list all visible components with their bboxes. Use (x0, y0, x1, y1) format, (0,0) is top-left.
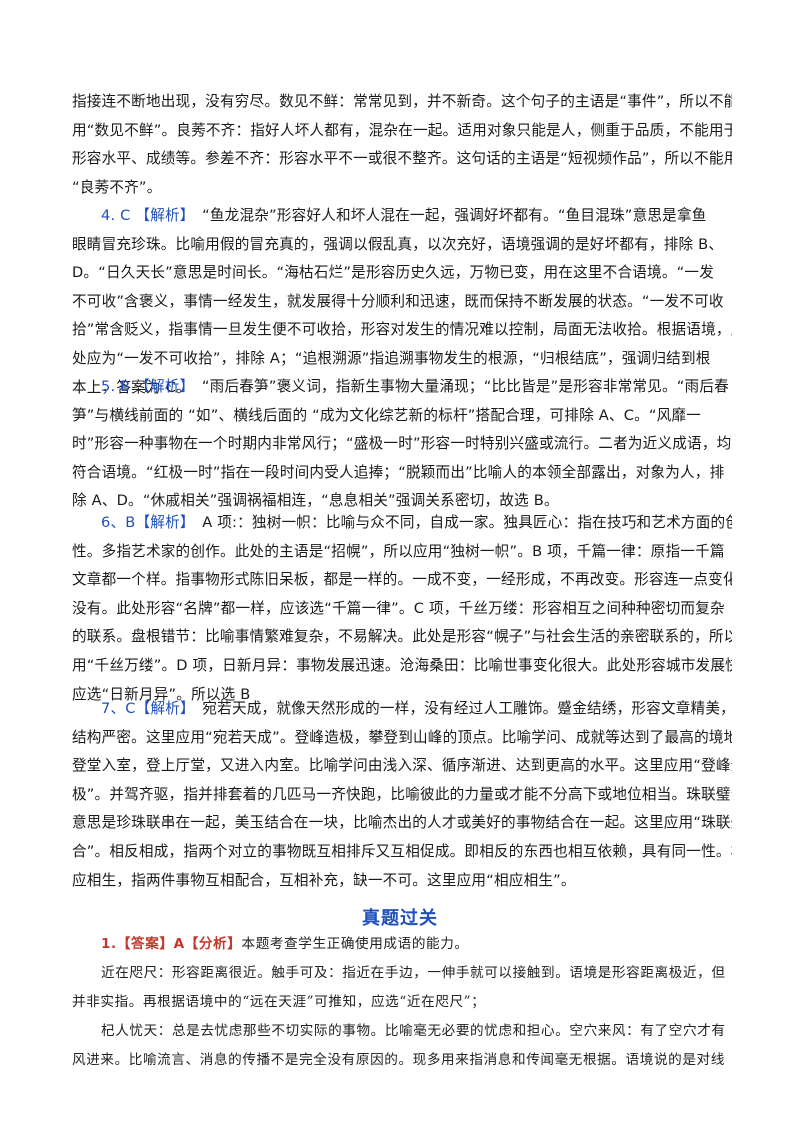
item-text: 宛若天成，就像天然形成的一样，没有经过人工雕饰。蹙金结绣，形容文章精美， (202, 700, 732, 717)
text-line: 拾”常含贬义，指事情一旦发生便不可收拾，形容对发生的情况难以控制，局面无法收拾。… (72, 321, 732, 339)
text-line: 时”形容一种事物在一个时期内非常风行；“盛极一时”形容一时特别兴盛或流行。二者为… (72, 435, 732, 453)
text-line: 不可收”含褒义，事情一经发生，就发展得十分顺利和迅速，既而保持不断发展的状态。“… (72, 292, 724, 310)
item-number: 4. C (101, 207, 131, 224)
text-line: 没有。此处形容“名牌”都一样，应该选“千篇一律”。C 项，千丝万缕：形容相互之间… (72, 599, 725, 617)
item-first-line: 1.【答案】A【分析】本题考查学生正确使用成语的能力。 (72, 930, 732, 959)
text-line: 用“数见不鲜”。良莠不齐：指好人坏人都有，混杂在一起。适用对象只能是人，侧重于品… (72, 121, 732, 139)
item-first-line: 6、B【解析】 A 项:：独树一帜：比喻与众不同，自成一家。独具匠心：指在技巧和… (72, 509, 732, 538)
text-line: 指接连不断地出现，没有穷尽。数见不鲜：常常见到，并不新奇。这个句子的主语是“事件… (72, 93, 732, 110)
text-line: 杞人忧天：总是去忧虑那些不切实际的事物。比喻毫无必要的忧虑和担心。空穴来风：有了… (101, 1023, 726, 1039)
text-line: 近在咫尺：形容距离很近。触手可及：指近在手边，一伸手就可以接触到。语境是形容距离… (101, 965, 726, 981)
text-line: 合”。相反相成，指两个对立的事物既互相排斥又互相促成。即相反的东西也相互依赖，具… (72, 842, 732, 860)
text-line: 风进来。比喻流言、消息的传播不是完全没有原因的。现多用来指消息和传闻毫无根据。语… (72, 1052, 725, 1068)
text-line: 除 A、D。“休戚相关”强调祸福相连，“息息相关”强调关系密切，故选 B。 (72, 492, 559, 510)
text-line: 结构严密。这里应用“宛若天成”。登峰造极，攀登到山峰的顶点。比喻学问、成就等达到… (72, 728, 732, 746)
text-line: 应选“日新月异”。所以选 B (72, 685, 251, 703)
item-number: 5. B (101, 378, 131, 395)
analysis-tag: 【解析】 (135, 514, 188, 531)
text-line: 性。多指艺术家的创作。此处的主语是“招幌”，所以应用“独树一帜”。B 项，千篇一… (72, 542, 725, 560)
item-text: A 项:：独树一帜：比喻与众不同，自成一家。独具匠心：指在技巧和艺术方面的创造 (202, 514, 732, 531)
item-text: “雨后春笋”褒义词，指新生事物大量涌现；“比比皆是”是形容非常常见。“雨后春 (201, 378, 729, 395)
text-line: 眼睛冒充珍珠。比喻用假的冒充真的，强调以假乱真，以次充好，语境强调的是好坏都有，… (72, 235, 724, 253)
analysis-tag: 【解析】 (135, 207, 188, 224)
text-line: “良莠不齐”。 (72, 178, 162, 196)
text-line: 应相生，指两件事物互相配合，互相补充，缺一不可。这里应用“相应相生”。 (72, 871, 576, 889)
text-line: 用“千丝万缕”。D 项，日新月异：事物发展迅速。沧海桑田：比喻世事变化很大。此处… (72, 656, 732, 674)
analysis-tag: 【解析】 (135, 378, 188, 395)
intro-paragraph: 指接连不断地出现，没有穷尽。数见不鲜：常常见到，并不新奇。这个句子的主语是“事件… (72, 88, 732, 202)
text-line: 笋”与横线前面的 “如”、横线后面的 “成为文化综艺新的标杆”搭配合理，可排除 … (72, 406, 702, 424)
text-line: 符合语境。“红极一时”指在一段时间内受人追捧；“脱颖而出”比喻人的本领全部露出，… (72, 463, 725, 481)
text-line: 的联系。盘根错节：比喻事情繁难复杂，不易解决。此处是形容“幌子”与社会生活的亲密… (72, 628, 732, 646)
text-line: 本上，答案为 C。 (72, 378, 191, 396)
item-text: 本题考查学生正确使用成语的能力。 (241, 936, 469, 952)
item-first-line: 4. C 【解析】 “鱼龙混杂”形容好人和坏人混在一起，强调好坏都有。“鱼目混珠… (72, 202, 732, 231)
item-number: 7、C (101, 700, 136, 717)
text-line: D。“日久天长”意思是时间长。“海枯石烂”是形容历史久远，万物已变，用在这里不合… (72, 264, 714, 282)
item-number: 6、B (101, 514, 136, 531)
text-line: 登堂入室，登上厅堂，又进入内室。比喻学问由浅入深、循序渐进、达到更高的水平。这里… (72, 757, 732, 775)
analysis-tag: 【解析】 (135, 700, 188, 717)
text-line: 文章都一个样。指事物形式陈旧呆板，都是一样的。一成不变，一经形成，不再改变。形容… (72, 571, 732, 589)
item-text: “鱼龙混杂”形容好人和坏人混在一起，强调好坏都有。“鱼目混珠”意思是拿鱼 (202, 207, 707, 224)
item-first-line: 7、C【解析】 宛若天成，就像天然形成的一样，没有经过人工雕饰。蹙金结绣，形容文… (72, 695, 732, 724)
text-line: 处应为“一发不可收拾”，排除 A；“追根溯源”指追溯事物发生的根源，“归根结底”… (72, 349, 711, 367)
answer-item-4: 4. C 【解析】 “鱼龙混杂”形容好人和坏人混在一起，强调好坏都有。“鱼目混珠… (72, 202, 732, 402)
answer-item-6: 6、B【解析】 A 项:：独树一帜：比喻与众不同，自成一家。独具匠心：指在技巧和… (72, 509, 732, 709)
text-line: 形容水平、成绩等。参差不齐：形容水平不一或很不整齐。这句话的主语是“短视频作品”… (72, 150, 732, 168)
text-line: 并非实指。再根据语境中的“远在天涯”可推知，应选“近在咫尺”； (72, 994, 486, 1010)
item-first-line: 5. B 【解析】 “雨后春笋”褒义词，指新生事物大量涌现；“比比皆是”是形容非… (72, 373, 732, 402)
text-line: 意思是珍珠联串在一起，美玉结合在一块，比喻杰出的人才或美好的事物结合在一起。这里… (72, 814, 732, 832)
answer-item-7: 7、C【解析】 宛若天成，就像天然形成的一样，没有经过人工雕饰。蹙金结绣，形容文… (72, 695, 732, 895)
text-line: 极”。并驾齐驱，指并排套着的几匹马一齐快跑，比喻彼此的力量或才能不分高下或地位相… (72, 785, 732, 803)
answer-label: 1.【答案】A【分析】 (101, 936, 242, 952)
answer-item-5: 5. B 【解析】 “雨后春笋”褒义词，指新生事物大量涌现；“比比皆是”是形容非… (72, 373, 732, 516)
question-1-answer: 1.【答案】A【分析】本题考查学生正确使用成语的能力。 近在咫尺：形容距离很近。… (72, 930, 732, 1075)
section-title: 真题过关 (362, 908, 438, 929)
